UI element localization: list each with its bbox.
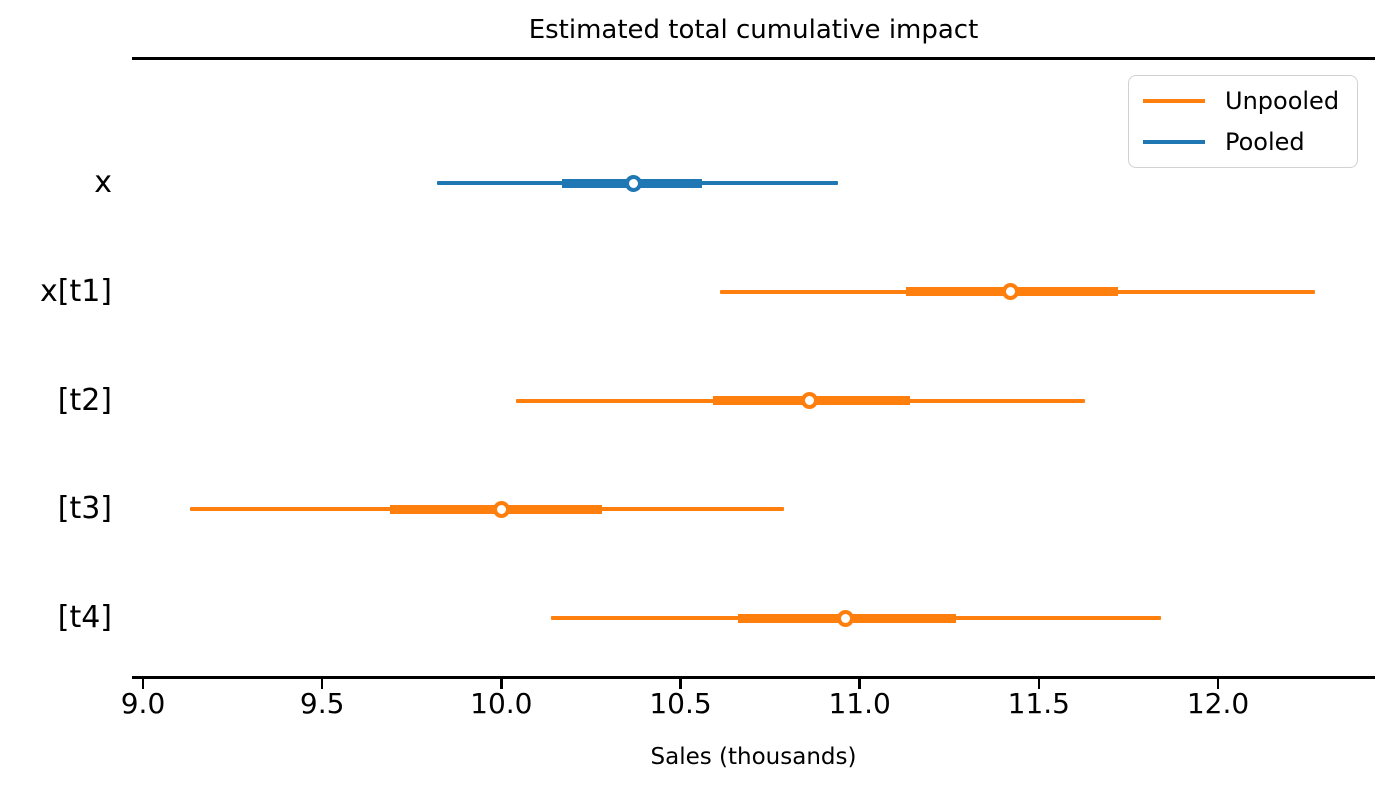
legend-item: Pooled: [1143, 126, 1343, 158]
x-tick-label: 10.5: [649, 687, 712, 720]
median-marker: [1001, 283, 1019, 301]
x-tick-label: 9.5: [299, 687, 345, 720]
x-tick: [1037, 679, 1041, 689]
x-tick-label: 11.5: [1007, 687, 1070, 720]
x-tick-label: 10.0: [470, 687, 533, 720]
legend-item-label: Unpooled: [1225, 87, 1340, 115]
median-marker: [836, 609, 854, 627]
x-tick: [500, 679, 503, 689]
median-marker: [492, 500, 510, 518]
top-spine: [132, 57, 1375, 60]
y-tick-label: x[t1]: [39, 273, 112, 309]
legend: Unpooled Pooled: [1128, 75, 1358, 168]
median-marker: [800, 392, 818, 409]
y-tick-label: [t2]: [57, 382, 112, 418]
median-marker: [625, 174, 643, 192]
y-tick-label: [t4]: [57, 600, 112, 635]
y-tick-label: [t3]: [57, 491, 112, 527]
x-tick: [679, 679, 682, 689]
legend-line-sample: [1143, 140, 1205, 144]
x-tick-label: 9.0: [120, 687, 166, 720]
x-tick: [141, 679, 145, 689]
x-tick: [320, 679, 324, 689]
x-tick-label: 12.0: [1186, 687, 1250, 720]
y-tick-label: x: [94, 165, 112, 200]
x-tick-label: 11.0: [828, 687, 891, 720]
x-tick: [1216, 679, 1220, 689]
legend-item: Unpooled: [1143, 85, 1343, 117]
legend-item-label: Pooled: [1225, 128, 1305, 156]
legend-line-sample: [1143, 99, 1205, 103]
x-tick: [858, 679, 861, 689]
chart-title: Estimated total cumulative impact: [528, 15, 979, 45]
x-axis-label: Sales (thousands): [650, 744, 857, 770]
x-axis-spine: [132, 676, 1375, 679]
